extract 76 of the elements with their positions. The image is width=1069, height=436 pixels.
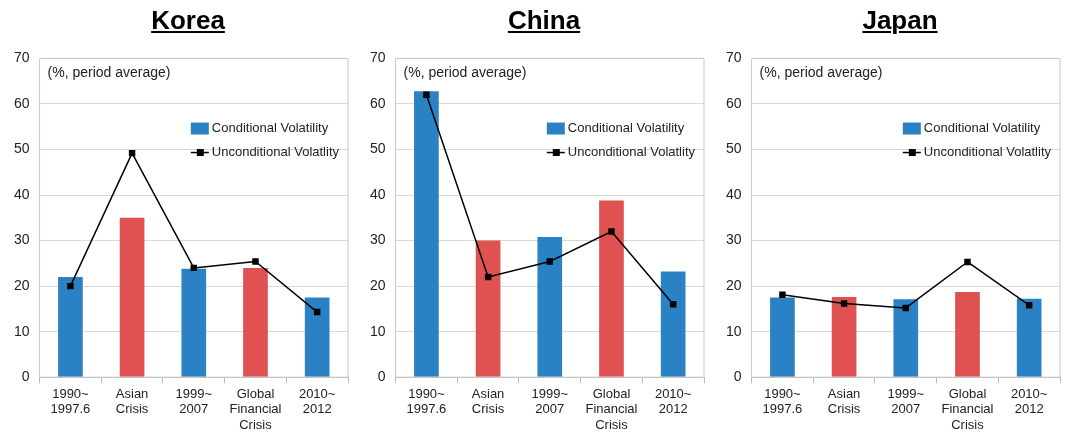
bar bbox=[475, 240, 501, 377]
bar bbox=[304, 297, 330, 377]
x-tick-label: 1999~ 2007 bbox=[175, 385, 213, 417]
y-tick-label: 20 bbox=[725, 276, 742, 293]
x-tick-label: Asian Crisis bbox=[827, 385, 861, 417]
legend-label: Conditional Volatility bbox=[923, 120, 1041, 136]
point bbox=[669, 301, 677, 308]
legend-label: Conditional Volatility bbox=[211, 120, 329, 136]
x-tick-label: Global Financial Crisis bbox=[229, 385, 282, 432]
y-tick-label: 50 bbox=[369, 140, 386, 157]
x-tick-label: Asian Crisis bbox=[115, 385, 149, 417]
legend-label: Unconditional Volatlity bbox=[923, 144, 1052, 160]
point bbox=[1025, 302, 1033, 309]
y-tick-label: 10 bbox=[369, 322, 386, 339]
y-tick-label: 70 bbox=[725, 49, 742, 66]
x-tick-label: 1990~ 1997.6 bbox=[50, 385, 91, 417]
legend-label: Conditional Volatility bbox=[567, 120, 685, 136]
y-tick-label: 0 bbox=[21, 368, 30, 385]
x-tick-label: 1999~ 2007 bbox=[531, 385, 569, 417]
x-tick-label: Global Financial Crisis bbox=[941, 385, 994, 432]
y-tick-label: 30 bbox=[725, 231, 742, 248]
point bbox=[67, 282, 74, 290]
y-tick-label: 30 bbox=[13, 231, 30, 248]
bar bbox=[243, 267, 268, 377]
x-tick-label: 2010~ 2012 bbox=[1010, 385, 1048, 417]
y-tick-label: 30 bbox=[369, 231, 386, 248]
legend-label: Unconditional Volatlity bbox=[211, 144, 340, 160]
bar bbox=[660, 271, 686, 377]
x-tick-label: 1990~ 1997.6 bbox=[406, 385, 447, 417]
chart-title: China bbox=[506, 4, 582, 37]
bar bbox=[181, 268, 207, 377]
bar bbox=[537, 236, 563, 377]
point bbox=[423, 91, 430, 99]
point bbox=[902, 304, 910, 312]
y-tick-label: 20 bbox=[369, 276, 386, 293]
y-tick-label: 40 bbox=[13, 185, 30, 202]
x-tick-label: 2010~ 2012 bbox=[298, 385, 336, 417]
point bbox=[252, 258, 259, 265]
point bbox=[840, 300, 848, 307]
annotation: (%, period average) bbox=[403, 64, 527, 81]
point bbox=[128, 149, 136, 157]
y-tick-label: 0 bbox=[377, 368, 386, 385]
bar bbox=[414, 91, 439, 377]
y-tick-label: 10 bbox=[725, 322, 742, 339]
x-tick-label: Global Financial Crisis bbox=[585, 385, 638, 432]
y-tick-label: 60 bbox=[725, 94, 742, 111]
y-tick-label: 50 bbox=[13, 140, 30, 157]
bar bbox=[58, 277, 83, 377]
x-tick-label: 2010~ 2012 bbox=[654, 385, 692, 417]
annotation: (%, period average) bbox=[47, 64, 171, 81]
annotation: (%, period average) bbox=[759, 64, 883, 81]
y-tick-label: 0 bbox=[733, 368, 742, 385]
y-tick-label: 60 bbox=[369, 94, 386, 111]
point bbox=[546, 258, 554, 265]
y-tick-label: 50 bbox=[725, 140, 742, 157]
bar bbox=[599, 200, 624, 377]
y-tick-label: 10 bbox=[13, 322, 30, 339]
y-tick-label: 70 bbox=[369, 49, 386, 66]
chart-title: Japan bbox=[861, 4, 939, 37]
x-tick-label: 1990~ 1997.6 bbox=[762, 385, 803, 417]
bar bbox=[119, 217, 145, 377]
y-tick-label: 70 bbox=[13, 49, 30, 66]
x-tick-label: Asian Crisis bbox=[471, 385, 505, 417]
point bbox=[964, 258, 971, 266]
point bbox=[190, 264, 198, 272]
y-tick-label: 40 bbox=[369, 185, 386, 202]
legend-label: Unconditional Volatlity bbox=[567, 144, 696, 160]
point bbox=[779, 291, 786, 298]
y-tick-label: 20 bbox=[13, 276, 30, 293]
y-tick-label: 60 bbox=[13, 94, 30, 111]
chart-title: Korea bbox=[150, 4, 226, 37]
point bbox=[484, 273, 492, 281]
x-tick-label: 1999~ 2007 bbox=[887, 385, 925, 417]
point bbox=[608, 228, 615, 235]
point bbox=[313, 308, 321, 316]
y-tick-label: 40 bbox=[725, 185, 742, 202]
